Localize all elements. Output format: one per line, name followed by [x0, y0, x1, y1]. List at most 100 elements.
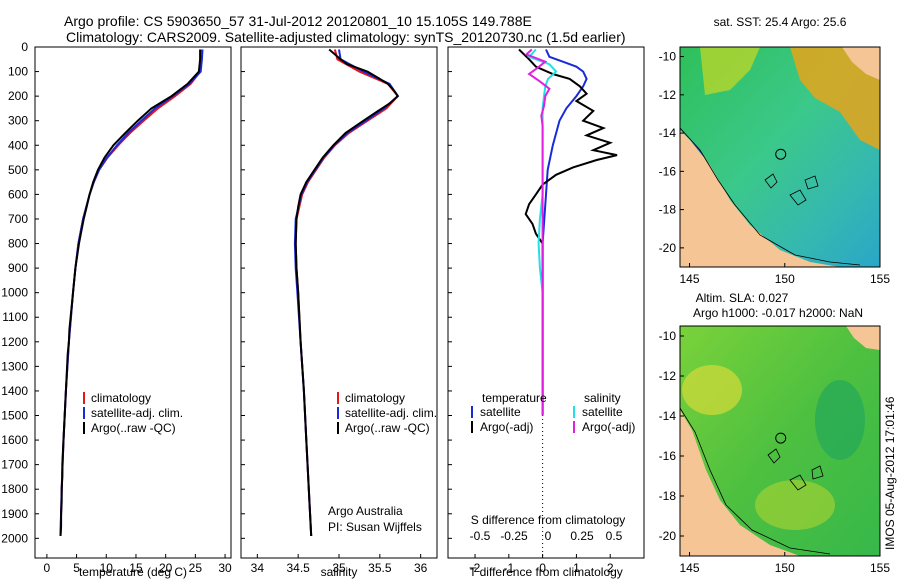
legend-label-argo: Argo(..raw -QC): [91, 421, 176, 435]
legend-label-climatology: climatology: [345, 391, 405, 405]
map-y-tick-label: -18: [659, 489, 677, 503]
y-tick-label: 300: [8, 114, 28, 128]
x-tick-label: -1: [503, 561, 514, 575]
y-tick-label: 600: [8, 187, 28, 201]
coastline: [680, 127, 861, 266]
s-difference-ticks: -0.5 -0.25 0 0.25 0.5: [470, 529, 623, 543]
series-line-argo-raw-qc-: [294, 48, 400, 536]
difference-series: [518, 48, 618, 558]
x-tick-label: 35.5: [368, 561, 392, 575]
salinity-xlabel: salinity: [321, 565, 358, 579]
legend-label-s-argo: Argo(-adj): [582, 420, 635, 434]
map-y-tick-label: -12: [659, 88, 677, 102]
s-tick: 0.5: [606, 529, 623, 543]
y-tick-label: 1900: [1, 507, 28, 521]
figure-title-line2: Climatology: CARS2009. Satellite-adjuste…: [66, 29, 626, 45]
difference-legend: temperature satellite Argo(-adj) salinit…: [471, 391, 635, 434]
map-y-tick-label: -12: [659, 369, 677, 383]
sst-map: [680, 47, 880, 267]
legend-label-satellite: satellite-adj. clim.: [91, 406, 183, 420]
map-y-tick-label: -18: [659, 203, 677, 217]
x-tick-label: 0: [539, 561, 546, 575]
s-tick: -0.25: [500, 529, 528, 543]
y-tick-label: 1600: [1, 433, 28, 447]
reef-outline: [767, 448, 824, 491]
y-tick-label: 700: [8, 212, 28, 226]
warm-water-region: [700, 47, 760, 95]
x-tick-label: 36: [414, 561, 428, 575]
x-tick-label: 0: [44, 561, 51, 575]
sla-map: [680, 326, 880, 556]
s-tick: 0.25: [570, 529, 594, 543]
series-line-argo-raw-qc-: [59, 49, 202, 536]
x-tick-label: 30: [218, 561, 232, 575]
y-tick-label: 800: [8, 237, 28, 251]
y-tick-label: 1800: [1, 482, 28, 496]
map-x-tick-label: 150: [775, 561, 795, 575]
map-x-tick-label: 150: [775, 272, 795, 286]
temperature-series: [59, 49, 204, 536]
temperature-xlabel: temperature (deg C): [79, 565, 187, 579]
map-x-tick-label: 145: [680, 272, 700, 286]
difference-xlabel: T difference from climatology: [469, 565, 623, 579]
series-line-s-argo-adj-: [524, 48, 551, 416]
y-tick-label: 900: [8, 261, 28, 275]
y-tick-label: 500: [8, 163, 28, 177]
legend-label-t-satellite: satellite: [480, 405, 521, 419]
annotation-pi: PI: Susan Wijffels: [328, 520, 422, 534]
legend-heading-temperature: temperature: [482, 391, 547, 405]
y-tick-label: 400: [8, 138, 28, 152]
legend-label-satellite: satellite-adj. clim.: [345, 406, 437, 420]
imos-timestamp-label: IMOS 05-Aug-2012 17:01:46: [883, 396, 897, 550]
warm-water-region: [790, 47, 880, 150]
x-axes: 0 5 10 15 20 25 30 34 34.5 35 35.5 36 -2 -1 0 1 2: [44, 554, 614, 575]
x-tick-label: 35: [332, 561, 346, 575]
x-tick-label: 1: [573, 561, 580, 575]
x-tick-label: 34.5: [286, 561, 310, 575]
x-tick-label: 2: [607, 561, 614, 575]
x-tick-label: 10: [100, 561, 114, 575]
x-tick-label: -2: [470, 561, 481, 575]
y-tick-label: 1100: [2, 310, 28, 324]
legend-label-argo: Argo(..raw -QC): [345, 421, 430, 435]
legend-label-t-argo: Argo(-adj): [480, 420, 533, 434]
s-tick: 0: [545, 529, 552, 543]
y-tick-label: 200: [8, 89, 28, 103]
salinity-legend: climatology satellite-adj. clim. Argo(..…: [337, 391, 437, 435]
depth-axis: 0 100 200 300 400 500 600 700 800 900 1000 1100 1200…: [1, 40, 452, 545]
x-tick-label: 20: [159, 561, 173, 575]
sst-map-title: sat. SST: 25.4 Argo: 25.6: [714, 15, 847, 29]
map-y-tick-label: -20: [659, 241, 677, 255]
reef-outline: [764, 173, 819, 206]
sst-map-frame: [679, 46, 881, 268]
argo-location-marker: [775, 148, 787, 160]
map-y-tick-label: -16: [659, 164, 677, 178]
legend-heading-salinity: salinity: [584, 391, 621, 405]
land-mass: [680, 410, 800, 556]
figure-title-line1: Argo profile: CS 5903650_57 31-Jul-2012 …: [64, 13, 532, 29]
y-tick-label: 1000: [1, 286, 28, 300]
legend-label-s-satellite: satellite: [582, 405, 623, 419]
coastline: [680, 407, 831, 555]
land-mass: [846, 326, 880, 350]
y-tick-label: 100: [8, 65, 28, 79]
map-y-tick-label: -16: [659, 449, 677, 463]
x-tick-label: 15: [129, 561, 143, 575]
land-mass: [842, 47, 880, 80]
map-y-tick-label: -10: [659, 329, 677, 343]
map-y-tick-label: -14: [659, 126, 677, 140]
legend-label-climatology: climatology: [91, 391, 151, 405]
y-tick-label: 1500: [1, 409, 28, 423]
salinity-series: [293, 48, 400, 536]
sla-anomaly: [682, 365, 742, 415]
difference-panel: [447, 46, 645, 559]
y-tick-label: 1200: [1, 335, 28, 349]
map-y-tick-label: -10: [659, 50, 677, 64]
sla-map-title-line1: Altim. SLA: 0.027: [696, 291, 789, 305]
x-tick-label: 5: [73, 561, 80, 575]
argo-location-marker: [775, 432, 787, 444]
s-tick: -0.5: [470, 529, 491, 543]
x-tick-label: 25: [189, 561, 203, 575]
sla-map-axes: 145 150 155 -10 -12 -14 -16 -18 -20: [659, 329, 891, 575]
